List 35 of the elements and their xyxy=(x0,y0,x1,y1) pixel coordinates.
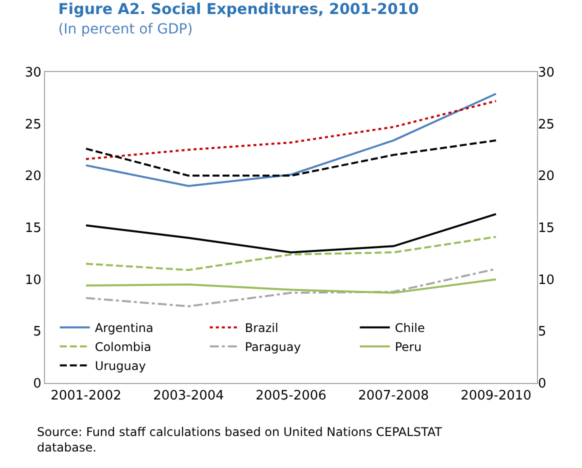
legend-label: Chile xyxy=(394,321,425,336)
line-series xyxy=(85,92,497,188)
y2-tick-label: 5 xyxy=(538,324,546,340)
y2-tick-label: 0 xyxy=(538,376,546,392)
y-tick-label: 5 xyxy=(33,324,42,340)
y2-tick-label: 20 xyxy=(538,169,555,184)
y-tick-label: 15 xyxy=(24,221,42,236)
y-tick-label: 20 xyxy=(24,169,42,184)
y-tick-label: 10 xyxy=(24,272,42,288)
y2-tick-label: 15 xyxy=(538,221,555,236)
line-series xyxy=(85,139,497,177)
line-series xyxy=(85,278,497,294)
legend-label: Brazil xyxy=(244,321,278,336)
chart-subtitle: (In percent of GDP) xyxy=(58,22,193,38)
legend-label: Paraguay xyxy=(244,340,301,354)
line-series xyxy=(85,236,497,271)
x-tick-label: 2003-2004 xyxy=(153,388,224,404)
y2-tick-label: 10 xyxy=(538,272,555,288)
x-tick-label: 2001-2002 xyxy=(50,388,122,404)
chart-title: Figure A2. Social Expenditures, 2001-2010 xyxy=(58,0,419,18)
y2-tick-label: 25 xyxy=(538,117,555,132)
legend-label: Uruguay xyxy=(94,359,146,374)
line-series xyxy=(85,100,497,160)
x-tick-label: 2007-2008 xyxy=(358,388,429,404)
source-note: Source: Fund staff calculations based on United Nations CEPALSTAT database. xyxy=(37,425,443,455)
y-tick-label: 0 xyxy=(33,376,42,392)
x-tick-label: 2009-2010 xyxy=(460,388,532,404)
x-tick-label: 2005-2006 xyxy=(256,388,326,404)
y-tick-label: 30 xyxy=(24,66,42,81)
legend-label: Argentina xyxy=(94,321,154,336)
y2-tick-label: 30 xyxy=(538,66,555,81)
legend-label: Colombia xyxy=(94,340,152,354)
y-tick-label: 25 xyxy=(24,117,42,132)
line-series xyxy=(85,213,497,254)
legend-label: Peru xyxy=(394,340,422,354)
